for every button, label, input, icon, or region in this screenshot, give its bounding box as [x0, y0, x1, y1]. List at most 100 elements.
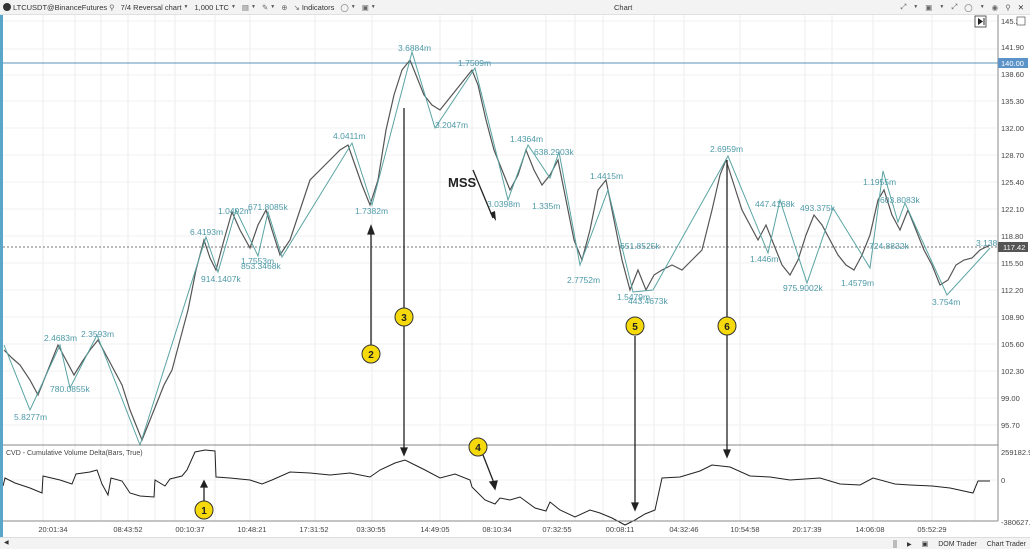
chevron-down-icon: ▼ — [183, 4, 189, 10]
indicators-icon: ↘ — [293, 2, 300, 12]
svg-text:651.8525k: 651.8525k — [620, 241, 660, 251]
svg-text:2.7752m: 2.7752m — [567, 275, 600, 285]
pin-icon[interactable]: ⚲ — [1005, 2, 1011, 12]
swing-labels: 5.8277m 2.4683m 780.0855k 2.3593m 6.4193… — [14, 43, 998, 422]
svg-text:671.8085k: 671.8085k — [248, 202, 288, 212]
svg-text:08:43:52: 08:43:52 — [113, 525, 142, 534]
chart-toolbar: LTCUSDT@BinanceFutures ⚲ 7/4 Reversal ch… — [0, 0, 1030, 15]
svg-text:1: 1 — [201, 506, 207, 517]
fullscreen-icon[interactable]: ⤢ — [951, 2, 958, 11]
scroll-left-icon[interactable]: ◀ — [4, 540, 9, 546]
svg-text:105.60: 105.60 — [1001, 340, 1024, 349]
zoom-icon: ⊕ — [281, 2, 288, 12]
camera-icon[interactable]: ▣ — [925, 2, 933, 12]
svg-text:3.2047m: 3.2047m — [435, 120, 468, 130]
mss-annotation: MSS — [448, 175, 477, 190]
chart-area[interactable]: 5.8277m 2.4683m 780.0855k 2.3593m 6.4193… — [2, 15, 1030, 534]
scroll-handle[interactable] — [892, 540, 897, 548]
exchange-logo-icon — [3, 3, 11, 11]
svg-text:10:48:21: 10:48:21 — [237, 525, 266, 534]
svg-text:115.50: 115.50 — [1001, 259, 1023, 268]
svg-text:95.70: 95.70 — [1001, 421, 1020, 430]
zoom-button[interactable]: ⊕ — [281, 3, 287, 12]
svg-text:20:01:34: 20:01:34 — [38, 525, 67, 534]
chevron-down-icon: ▼ — [230, 4, 236, 10]
window-edge — [0, 15, 3, 549]
svg-text:08:10:34: 08:10:34 — [482, 525, 511, 534]
svg-text:780.0855k: 780.0855k — [50, 384, 90, 394]
chart-type-dropdown[interactable]: 7/4 Reversal chart ▼ — [120, 2, 189, 12]
svg-text:1.4415m: 1.4415m — [590, 171, 623, 181]
svg-text:14:06:08: 14:06:08 — [855, 525, 884, 534]
svg-text:1.4579m: 1.4579m — [841, 278, 874, 288]
svg-text:99.00: 99.00 — [1001, 394, 1020, 403]
symbol-selector[interactable]: LTCUSDT@BinanceFutures ⚲ — [3, 3, 115, 12]
svg-text:975.9002k: 975.9002k — [783, 283, 823, 293]
dom-trader-button[interactable]: DOM Trader — [938, 540, 977, 548]
svg-text:117.42: 117.42 — [1003, 243, 1025, 252]
search-icon[interactable]: ⚲ — [109, 2, 115, 12]
svg-text:3.138: 3.138 — [976, 238, 998, 248]
svg-text:724.8832k: 724.8832k — [869, 241, 909, 251]
svg-text:259182.9: 259182.9 — [1001, 448, 1030, 457]
svg-text:6: 6 — [724, 322, 730, 333]
chart-trader-button[interactable]: Chart Trader — [986, 540, 1026, 548]
svg-text:145.20: 145.20 — [1001, 17, 1024, 26]
quantity-dropdown[interactable]: 1,000 LTC ▼ — [194, 2, 236, 12]
svg-text:128.70: 128.70 — [1001, 151, 1024, 160]
chevron-down-icon[interactable]: ▼ — [939, 4, 945, 10]
window-dropdown[interactable]: ▣ ▼ — [362, 3, 376, 12]
svg-text:1.4364m: 1.4364m — [510, 134, 543, 144]
svg-text:-380627.1: -380627.1 — [1001, 518, 1030, 527]
monitor-icon: ▤ — [241, 2, 250, 12]
strategy-dropdown[interactable]: ◯ ▼ — [340, 3, 355, 12]
circle-icon: ◯ — [340, 2, 349, 12]
chevron-down-icon: ▼ — [270, 4, 276, 10]
marker-2: 2 — [361, 344, 381, 364]
link-icon[interactable]: ⤢ — [900, 2, 907, 11]
chevron-down-icon[interactable]: ▼ — [979, 4, 985, 10]
theme-icon[interactable]: ◯ — [964, 2, 973, 12]
grid-lines — [42, 15, 976, 521]
svg-text:138.60: 138.60 — [1001, 70, 1024, 79]
drawing-tool-dropdown[interactable]: ✎ ▼ — [262, 3, 275, 12]
level-price-tag — [998, 58, 1028, 68]
indicators-button[interactable]: ↘ Indicators — [293, 2, 335, 12]
marker-3: 3 — [394, 307, 414, 327]
svg-text:6.4193m: 6.4193m — [190, 227, 223, 237]
svg-text:914.1407k: 914.1407k — [201, 274, 241, 284]
window-icon: ▣ — [361, 2, 369, 12]
svg-text:2: 2 — [368, 350, 374, 361]
svg-text:10:54:58: 10:54:58 — [730, 525, 759, 534]
svg-text:3.6884m: 3.6884m — [398, 43, 431, 53]
indicator-label: CVD - Cumulative Volume Delta(Bars, True… — [6, 450, 143, 457]
svg-text:0: 0 — [1001, 476, 1005, 485]
chevron-down-icon: ▼ — [370, 4, 376, 10]
pencil-icon: ✎ — [261, 2, 269, 12]
marker-5: 5 — [625, 316, 645, 336]
marker-4: 4 — [468, 437, 488, 457]
svg-text:132.00: 132.00 — [1001, 124, 1024, 133]
chevron-down-icon[interactable]: ▼ — [913, 4, 919, 10]
svg-text:1.7553m: 1.7553m — [241, 256, 274, 266]
settings-icon[interactable]: ◉ — [991, 2, 999, 12]
mss-arrow — [472, 169, 494, 219]
template-dropdown[interactable]: ▤ ▼ — [242, 3, 256, 12]
svg-text:1.5479m: 1.5479m — [617, 292, 650, 302]
svg-text:14:49:05: 14:49:05 — [420, 525, 449, 534]
play-icon[interactable]: ▶ — [906, 541, 912, 548]
svg-text:1.335m: 1.335m — [532, 201, 560, 211]
last-price-tag — [998, 242, 1028, 252]
calendar-icon[interactable]: ▣ — [921, 541, 929, 548]
svg-text:638.2903k: 638.2903k — [534, 147, 574, 157]
svg-text:1.0492m: 1.0492m — [218, 206, 251, 216]
svg-text:03:30:55: 03:30:55 — [356, 525, 385, 534]
zigzag-line — [3, 50, 991, 447]
svg-text:447.4168k: 447.4168k — [755, 199, 795, 209]
svg-text:118.80: 118.80 — [1001, 232, 1023, 241]
numbered-markers: 1 2 3 4 5 6 — [194, 307, 737, 520]
svg-text:07:32:55: 07:32:55 — [542, 525, 571, 534]
svg-text:140.00: 140.00 — [1001, 59, 1024, 68]
close-icon[interactable]: ✕ — [1017, 2, 1024, 12]
svg-text:1.1955m: 1.1955m — [863, 177, 896, 187]
